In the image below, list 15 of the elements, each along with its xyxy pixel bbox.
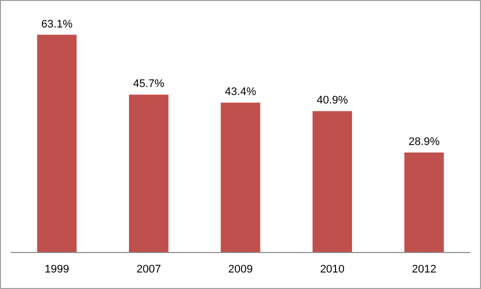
x-tick-label: 2007 xyxy=(136,264,161,276)
bar xyxy=(220,102,260,252)
bar xyxy=(37,34,77,252)
data-label: 40.9% xyxy=(316,94,348,107)
bar xyxy=(312,111,352,252)
data-label: 45.7% xyxy=(133,78,165,90)
bar xyxy=(128,94,168,252)
x-tick-label: 2009 xyxy=(228,264,253,276)
bar xyxy=(404,152,444,252)
data-label: 28.9% xyxy=(408,136,440,148)
x-tick-label: 1999 xyxy=(44,264,70,276)
x-tick-label: 2012 xyxy=(412,264,436,276)
data-label: 63.1% xyxy=(41,18,73,30)
x-tick-label: 2010 xyxy=(320,264,345,276)
data-label: 43.4% xyxy=(224,86,256,98)
